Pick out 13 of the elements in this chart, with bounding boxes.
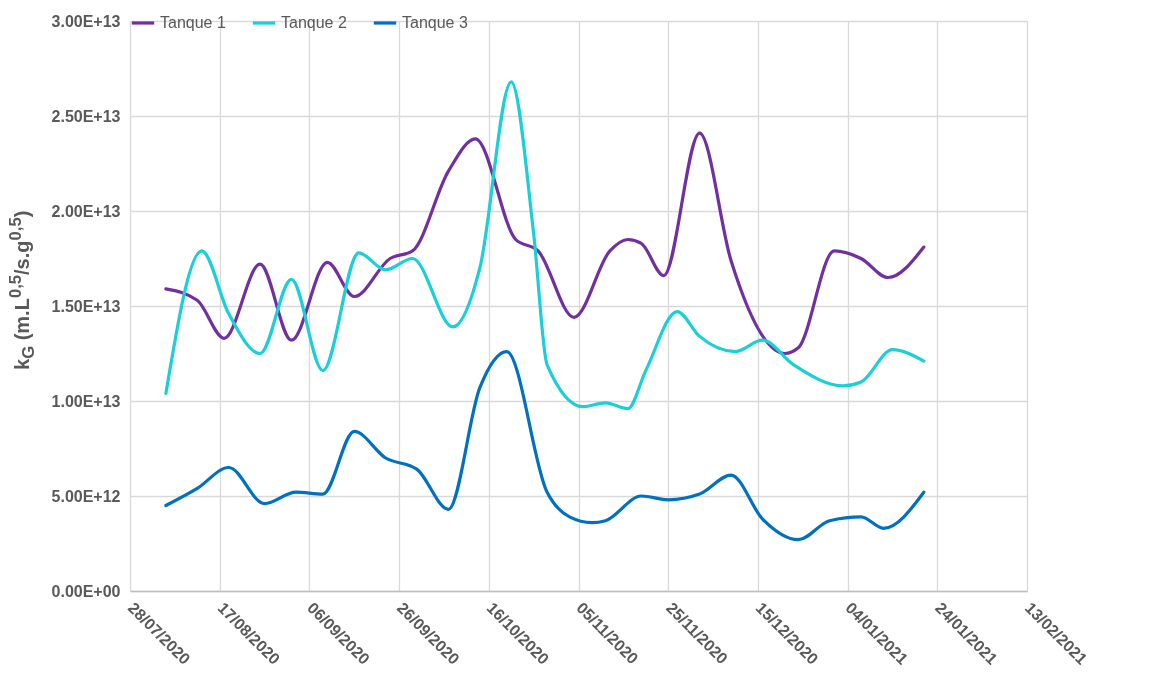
legend-label: Tanque 2 — [281, 14, 347, 31]
y-tick-label: 2.50E+13 — [51, 107, 121, 125]
line-series — [164, 131, 926, 356]
legend-label: Tanque 3 — [402, 14, 468, 31]
y-tick-label: 1.50E+13 — [51, 297, 121, 315]
y-tick-label: 2.00E+13 — [51, 202, 121, 220]
legend-label: Tanque 1 — [160, 14, 226, 31]
y-tick-label: 0.00E+00 — [51, 582, 121, 600]
line-series — [164, 80, 926, 411]
y-tick-label: 1.00E+13 — [51, 392, 121, 410]
y-tick-label: 3.00E+13 — [51, 12, 121, 30]
line-series — [164, 350, 926, 542]
y-tick-label: 5.00E+12 — [51, 487, 121, 505]
